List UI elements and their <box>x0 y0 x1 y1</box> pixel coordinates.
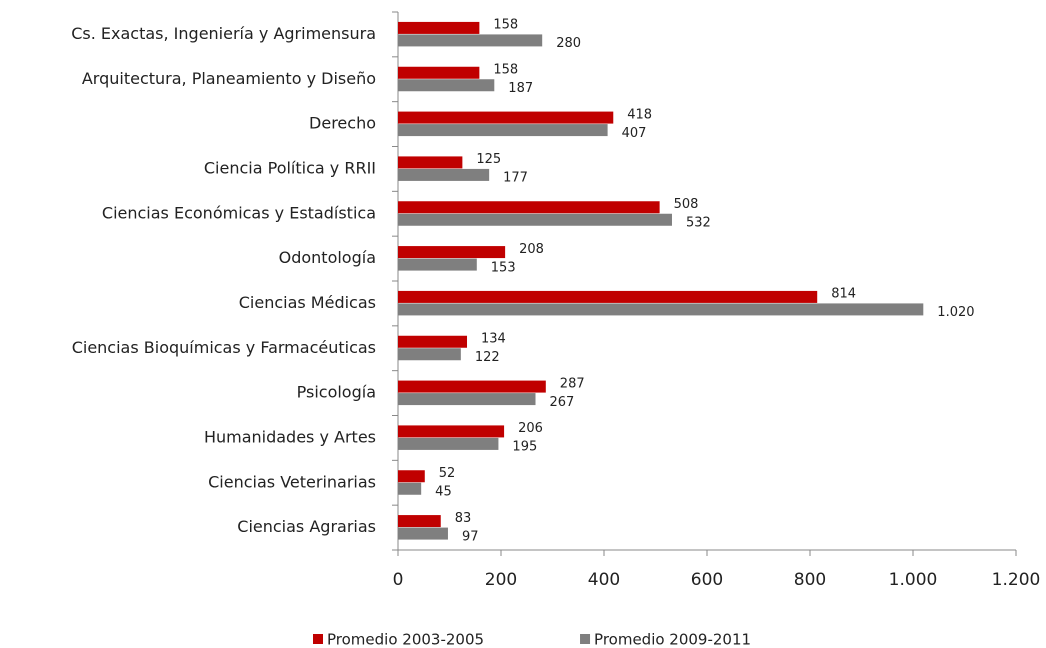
value-label: 208 <box>519 242 544 257</box>
value-label: 177 <box>503 171 528 186</box>
value-label: 532 <box>686 216 711 231</box>
bar <box>398 425 505 438</box>
x-tick-label: 400 <box>588 570 620 590</box>
value-label: 418 <box>627 107 652 122</box>
bar <box>398 21 480 34</box>
bar <box>398 348 461 361</box>
category-label: Ciencias Agrarias <box>237 517 376 536</box>
category-label: Derecho <box>309 114 376 133</box>
x-tick-label: 600 <box>691 570 723 590</box>
category-label: Odontología <box>279 248 376 267</box>
category-label: Ciencias Económicas y Estadística <box>102 203 376 222</box>
bar <box>398 213 672 226</box>
bar <box>398 79 495 92</box>
value-label: 1.020 <box>937 305 974 320</box>
x-tick-label: 0 <box>393 570 404 590</box>
bar <box>398 437 499 450</box>
bar <box>398 470 425 483</box>
value-label: 153 <box>491 260 516 275</box>
category-label: Humanidades y Artes <box>204 427 376 446</box>
bar <box>398 515 441 528</box>
bar <box>398 335 468 348</box>
bar <box>398 482 422 495</box>
x-tick-label: 200 <box>485 570 517 590</box>
value-label: 134 <box>481 332 506 347</box>
bar <box>398 66 480 79</box>
value-label: 508 <box>674 197 699 212</box>
category-label: Cs. Exactas, Ingeniería y Agrimensura <box>71 24 376 43</box>
value-label: 158 <box>493 18 518 33</box>
value-label: 45 <box>435 485 452 500</box>
value-label: 287 <box>560 376 585 391</box>
category-label: Ciencias Bioquímicas y Farmacéuticas <box>72 338 376 357</box>
legend-swatch <box>580 634 591 644</box>
bar <box>398 258 477 271</box>
value-label: 407 <box>622 126 647 141</box>
value-label: 97 <box>462 529 479 544</box>
bar <box>398 393 536 406</box>
bar <box>398 111 614 124</box>
legend-label: Promedio 2003-2005 <box>327 631 484 648</box>
category-label: Psicología <box>297 383 376 402</box>
value-label: 122 <box>475 350 500 365</box>
bar <box>398 380 546 393</box>
bar <box>398 246 506 259</box>
value-label: 267 <box>550 395 575 410</box>
value-label: 125 <box>476 152 501 167</box>
legend-label: Promedio 2009-2011 <box>594 631 751 648</box>
bar <box>398 303 924 316</box>
bar <box>398 168 490 181</box>
bar <box>398 156 463 169</box>
value-label: 158 <box>493 63 518 78</box>
bar <box>398 34 543 47</box>
bar <box>398 124 608 137</box>
bar <box>398 201 660 214</box>
bar <box>398 527 448 540</box>
value-label: 83 <box>455 511 472 526</box>
x-tick-label: 1.200 <box>992 570 1041 590</box>
legend-swatch <box>313 634 323 644</box>
category-label: Ciencia Política y RRII <box>204 158 376 177</box>
value-label: 195 <box>512 440 537 455</box>
x-tick-label: 800 <box>794 570 826 590</box>
value-label: 187 <box>508 81 533 96</box>
category-label: Ciencias Veterinarias <box>208 472 376 491</box>
value-label: 206 <box>518 421 543 436</box>
value-label: 52 <box>439 466 456 481</box>
category-label: Ciencias Médicas <box>239 293 376 312</box>
bar <box>398 290 818 303</box>
category-label: Arquitectura, Planeamiento y Diseño <box>82 69 376 88</box>
value-label: 280 <box>556 36 581 51</box>
x-tick-label: 1.000 <box>889 570 938 590</box>
value-label: 814 <box>831 287 856 302</box>
